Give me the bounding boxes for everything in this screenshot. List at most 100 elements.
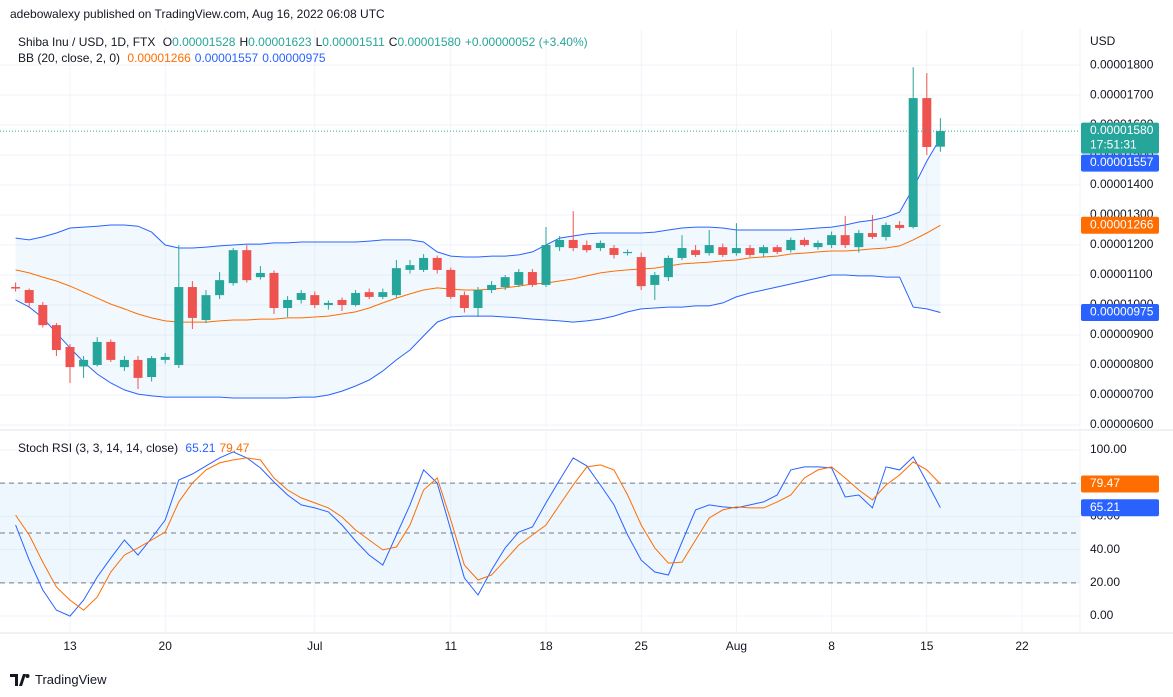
candle-body (704, 245, 714, 254)
candle-body (745, 248, 755, 255)
y-tick-label: 0.00001200 (1090, 237, 1154, 251)
bb-value: 0.00001557 (194, 51, 259, 65)
candle-body (677, 248, 687, 258)
price-label-bg (1081, 154, 1159, 172)
candle-body (691, 250, 701, 255)
x-tick-label: 15 (920, 639, 934, 653)
candle-body (636, 257, 646, 287)
price-label-bg (1081, 475, 1159, 493)
candle-body (337, 299, 347, 306)
candle-body (854, 233, 864, 248)
candle-body (935, 131, 945, 147)
x-tick-label: 11 (445, 639, 458, 653)
price-label: 0.00000975 (1090, 305, 1154, 319)
legend-key: H (239, 35, 249, 49)
x-tick-label: 18 (539, 639, 553, 653)
stoch-title: Stoch RSI (3, 3, 14, 14, close) (18, 441, 179, 455)
price-label: 65.21 (1090, 500, 1120, 514)
candle-body (609, 248, 619, 255)
candle-body (731, 248, 741, 254)
candle-body (786, 239, 796, 251)
candle-body (527, 272, 537, 285)
price-label: 79.47 (1090, 476, 1120, 490)
y-tick-label: 0.00 (1090, 608, 1114, 622)
x-tick-label: Aug (726, 639, 747, 653)
candle-body (895, 224, 905, 228)
x-tick-label: 13 (63, 639, 77, 653)
x-tick-label: 8 (828, 639, 835, 653)
candle-body (160, 356, 170, 360)
candle-body (500, 277, 510, 288)
bb-line (15, 137, 941, 258)
candle-body (555, 239, 565, 248)
candle-body (419, 257, 429, 270)
price-label-bg (1081, 216, 1159, 234)
candle-body (663, 257, 673, 278)
legend-key: O (162, 35, 173, 49)
candle-body (106, 341, 116, 360)
candle-body (813, 242, 823, 248)
countdown: 17:51:31 (1090, 138, 1137, 152)
price-label: 0.00001580 (1090, 123, 1154, 137)
price-label: 0.00001557 (1090, 155, 1154, 169)
bb-value: 0.00001266 (127, 51, 191, 65)
candle-body (323, 302, 333, 306)
candle-body (364, 292, 374, 297)
candle-body (201, 295, 211, 321)
candle-body (79, 359, 89, 367)
y-tick-label: 20.00 (1090, 575, 1120, 589)
candle-body (133, 359, 143, 378)
candle-body (119, 359, 129, 368)
candle-body (446, 269, 456, 297)
legend-value: 0.00001580 (397, 35, 461, 49)
candle-body (473, 290, 483, 309)
candle-body (228, 250, 238, 284)
legend-key: L (315, 35, 323, 49)
candle-body (881, 224, 891, 237)
fills (0, 138, 1080, 583)
legend-value: 0.00001623 (248, 35, 312, 49)
y-tick-label: 0.00001700 (1090, 87, 1154, 101)
stoch-value: 65.21 (185, 441, 216, 455)
candle-body (351, 293, 361, 306)
candle-body (541, 245, 551, 285)
candle-body (255, 272, 265, 278)
candle-body (92, 341, 102, 366)
candle-body (242, 250, 252, 281)
candle-body (187, 287, 197, 318)
stoch-value: 79.47 (219, 441, 250, 455)
stoch-line (15, 457, 941, 611)
candle-body (772, 247, 782, 252)
candle-body (296, 293, 306, 300)
x-tick-label: 20 (159, 639, 173, 653)
bb-fill (15, 138, 941, 398)
candle-body (310, 295, 320, 306)
y-tick-label: 0.00001100 (1090, 267, 1153, 281)
candle-body (582, 245, 592, 251)
candle-body (283, 299, 293, 309)
candle-body (459, 295, 469, 309)
candle-body (827, 235, 837, 246)
legend-value: 0.00001528 (172, 35, 236, 49)
candle-body (487, 284, 497, 291)
candle-body (840, 235, 850, 246)
candle-body (215, 280, 225, 296)
candle-body (432, 257, 442, 270)
y-tick-label: 100.00 (1090, 442, 1127, 456)
y-tick-label: 0.00000900 (1090, 327, 1154, 341)
candle-body (405, 265, 415, 270)
candle-body (65, 347, 75, 368)
bb-value: 0.00000975 (262, 51, 326, 65)
price-label: 0.00001266 (1090, 217, 1154, 231)
logo-text: TradingView (35, 672, 107, 687)
candle-body (514, 272, 524, 285)
footer: TradingView (10, 672, 107, 687)
candle-body (799, 239, 809, 246)
candle-body (623, 251, 633, 254)
y-tick-label: 0.00000800 (1090, 357, 1154, 371)
candle-body (759, 247, 769, 254)
candle-body (147, 358, 157, 378)
y-tick-label: 0.00000700 (1090, 387, 1154, 401)
